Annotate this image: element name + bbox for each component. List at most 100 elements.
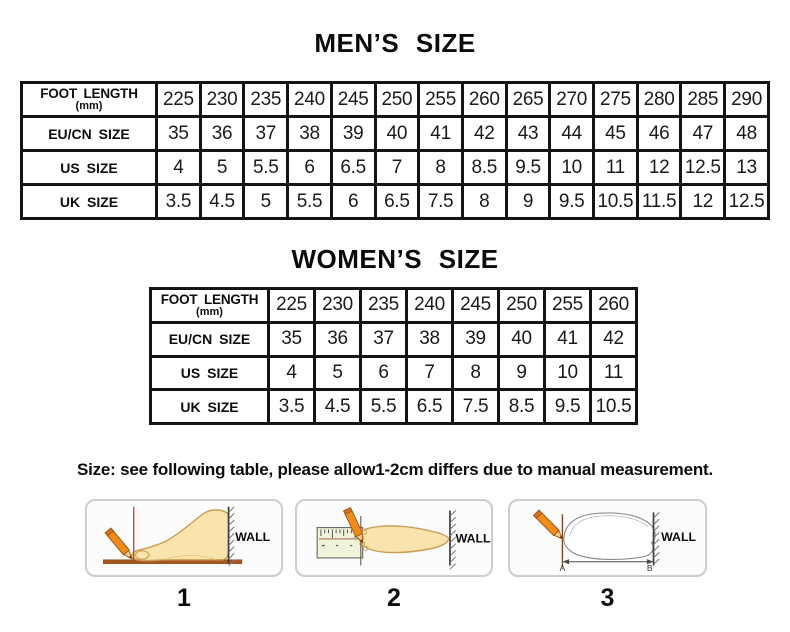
footprint-icon bbox=[563, 512, 656, 561]
size-cell: 4 bbox=[267, 354, 316, 392]
pencil-icon bbox=[532, 509, 564, 540]
size-cell: 6 bbox=[329, 183, 377, 220]
step-2-illustration: WALL bbox=[316, 506, 491, 570]
size-cell: 8 bbox=[460, 183, 508, 220]
size-cell: 4 bbox=[155, 149, 202, 186]
size-cell: 8.5 bbox=[497, 388, 546, 425]
row-label: UK SIZE bbox=[149, 388, 270, 425]
length-measure-line bbox=[562, 559, 654, 565]
pencil-icon bbox=[342, 506, 364, 544]
size-cell: 37 bbox=[359, 320, 408, 358]
size-cell: 38 bbox=[286, 115, 333, 152]
size-cell: 44 bbox=[548, 115, 596, 152]
size-cell: 47 bbox=[679, 115, 727, 152]
measure-step-3-panel: A B WALL bbox=[508, 499, 707, 577]
wall-label: WALL bbox=[661, 530, 696, 544]
size-cell: 11.5 bbox=[635, 183, 683, 220]
size-cell: 39 bbox=[451, 320, 500, 358]
size-cell: 9.5 bbox=[504, 149, 552, 186]
size-cell: 40 bbox=[373, 115, 421, 152]
size-cell: 4.5 bbox=[313, 388, 362, 425]
foot-side-icon bbox=[131, 509, 230, 562]
size-cell: 13 bbox=[723, 149, 770, 186]
size-cell: 46 bbox=[635, 115, 683, 152]
size-cell: 8 bbox=[451, 354, 500, 392]
size-cell: 255 bbox=[543, 287, 592, 324]
size-cell: 36 bbox=[198, 115, 246, 152]
step-3-illustration: A B WALL bbox=[532, 509, 696, 573]
table-row: US SIZE 4 5 5.5 6 6.5 7 8 8.5 9.5 10 11 12 12.5 13 bbox=[20, 149, 770, 186]
size-cell: 9.5 bbox=[543, 388, 592, 425]
size-cell: 36 bbox=[313, 320, 362, 358]
size-cell: 12.5 bbox=[723, 183, 770, 220]
wall-icon bbox=[449, 510, 457, 570]
wall-label: WALL bbox=[235, 530, 270, 544]
size-cell: 7.5 bbox=[417, 183, 464, 220]
step-2-number: 2 bbox=[387, 584, 401, 612]
size-cell: 38 bbox=[405, 320, 454, 358]
size-cell: 230 bbox=[313, 287, 362, 324]
womens-size-title: WOMEN’S SIZE bbox=[291, 244, 499, 274]
mens-size-table: FOOT LENGTH (mm) 225 230 235 240 245 250 255 260 2… bbox=[20, 81, 770, 220]
size-cell: 42 bbox=[589, 320, 638, 358]
size-cell: 37 bbox=[242, 115, 290, 152]
size-cell: 43 bbox=[504, 115, 552, 152]
size-cell: 9 bbox=[504, 183, 552, 220]
size-cell: 5.5 bbox=[242, 149, 290, 186]
size-cell: 7 bbox=[373, 149, 421, 186]
size-cell: 40 bbox=[497, 320, 546, 358]
measure-step-2-panel: WALL bbox=[295, 499, 493, 577]
size-cell: 270 bbox=[548, 81, 596, 118]
size-cell: 265 bbox=[504, 81, 552, 118]
size-cell: 245 bbox=[451, 287, 500, 324]
size-cell: 235 bbox=[242, 81, 290, 118]
row-label: US SIZE bbox=[149, 354, 270, 392]
size-cell: 10.5 bbox=[592, 183, 639, 220]
size-cell: 5.5 bbox=[286, 183, 333, 220]
size-cell: 250 bbox=[497, 287, 546, 324]
point-a-label: A bbox=[560, 563, 566, 573]
table-row: UK SIZE 3.5 4.5 5.5 6.5 7.5 8.5 9.5 10.5 bbox=[149, 388, 638, 425]
size-cell: 10.5 bbox=[589, 388, 638, 425]
row-label: US SIZE bbox=[20, 149, 158, 186]
size-cell: 9 bbox=[497, 354, 546, 392]
table-row: FOOT LENGTH (mm) 225 230 235 240 245 250 255 260 2… bbox=[20, 81, 770, 118]
size-cell: 6.5 bbox=[329, 149, 377, 186]
size-cell: 3.5 bbox=[155, 183, 202, 220]
size-cell: 255 bbox=[417, 81, 464, 118]
wall-icon bbox=[227, 506, 235, 566]
size-cell: 5 bbox=[242, 183, 290, 220]
size-cell: 8 bbox=[417, 149, 464, 186]
size-cell: 10 bbox=[548, 149, 596, 186]
size-cell: 42 bbox=[460, 115, 508, 152]
size-cell: 45 bbox=[592, 115, 639, 152]
step-3-number: 3 bbox=[600, 584, 615, 612]
row-label: FOOT LENGTH (mm) bbox=[149, 287, 270, 324]
size-cell: 10 bbox=[543, 354, 592, 392]
size-cell: 230 bbox=[198, 81, 246, 118]
size-cell: 245 bbox=[329, 81, 377, 118]
mens-size-title: MEN’S SIZE bbox=[314, 28, 476, 58]
step-1-illustration: WALL bbox=[103, 506, 271, 566]
size-cell: 35 bbox=[155, 115, 202, 152]
size-cell: 240 bbox=[286, 81, 333, 118]
size-cell: 4.5 bbox=[198, 183, 246, 220]
size-cell: 6 bbox=[286, 149, 333, 186]
size-cell: 12.5 bbox=[679, 149, 727, 186]
size-cell: 39 bbox=[329, 115, 377, 152]
size-cell: 41 bbox=[417, 115, 464, 152]
row-label: EU/CN SIZE bbox=[149, 320, 270, 358]
row-label: EU/CN SIZE bbox=[20, 115, 158, 152]
size-cell: 6 bbox=[359, 354, 408, 392]
size-cell: 290 bbox=[723, 81, 770, 118]
size-cell: 48 bbox=[723, 115, 770, 152]
size-cell: 12 bbox=[635, 149, 683, 186]
size-cell: 3.5 bbox=[267, 388, 316, 425]
size-cell: 225 bbox=[155, 81, 202, 118]
table-row: EU/CN SIZE 35 36 37 38 39 40 41 42 bbox=[149, 320, 638, 358]
measure-step-1-panel: WALL bbox=[85, 499, 283, 577]
row-label: FOOT LENGTH (mm) bbox=[20, 81, 158, 118]
size-cell: 7.5 bbox=[451, 388, 500, 425]
size-cell: 6.5 bbox=[373, 183, 421, 220]
